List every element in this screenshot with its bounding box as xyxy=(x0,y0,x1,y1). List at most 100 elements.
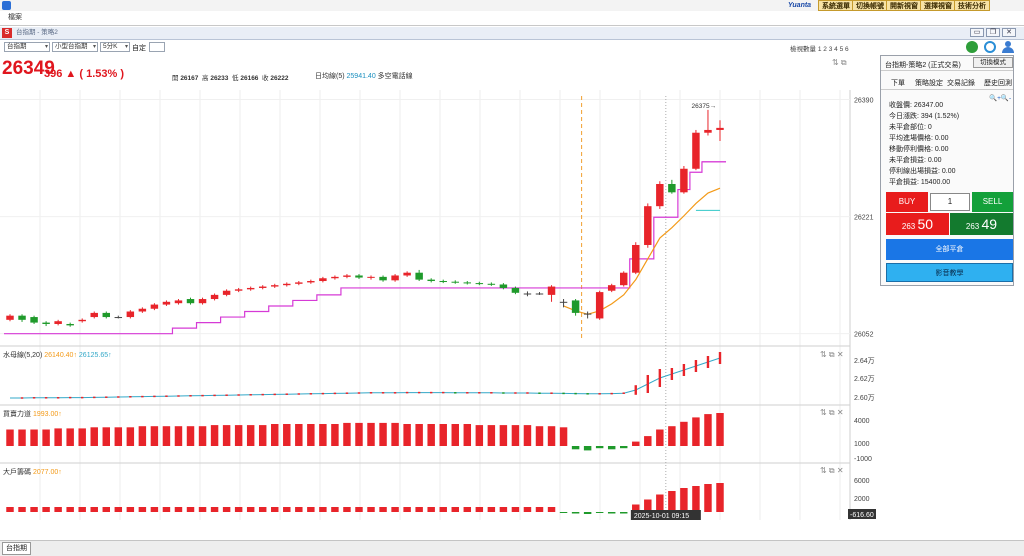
big-bar xyxy=(668,491,676,512)
power-bar xyxy=(499,425,508,446)
peak-label: 26375→ xyxy=(692,103,717,110)
stat-line: 停利線出場損益: 0.00 xyxy=(889,166,956,176)
restore-button[interactable]: ❐ xyxy=(986,28,1000,37)
power-bar xyxy=(66,428,74,446)
water-bar xyxy=(490,392,493,394)
stop-line-series xyxy=(3,161,727,335)
power-icon[interactable] xyxy=(966,41,978,53)
zoom-out-icon[interactable]: 🔍- xyxy=(1000,95,1012,102)
switch-mode-button[interactable]: 切換模式 xyxy=(973,57,1013,68)
big-bar xyxy=(174,507,183,512)
water-bar xyxy=(105,396,108,398)
big-bar xyxy=(595,512,604,513)
close-all-button[interactable]: 全部平倉 xyxy=(886,239,1013,260)
switch-account-button[interactable]: 切換帳號 xyxy=(852,0,888,11)
stat-line: 移動停利價格: 0.00 xyxy=(889,144,949,154)
new-window-button[interactable]: 開新視窗 xyxy=(886,0,922,11)
big-bar xyxy=(680,488,688,512)
water-bar xyxy=(706,356,710,368)
sell-button[interactable]: SELL xyxy=(972,192,1013,212)
view-count-2[interactable]: 2 xyxy=(823,46,827,53)
view-count-1[interactable]: 1 xyxy=(817,46,822,53)
tab-backtest[interactable]: 歷史回測 xyxy=(984,80,1012,87)
big-v1: 2077.00↑ xyxy=(32,469,62,476)
interval-select[interactable]: 5分K ▾ xyxy=(100,42,130,52)
candle xyxy=(451,281,459,283)
water-bar xyxy=(20,397,24,399)
tab-symbol[interactable]: 台指期 xyxy=(2,542,31,555)
stat-label: 移動停利價格: xyxy=(889,146,935,153)
big-panel-tools-icon[interactable]: ⇅ ⧉ ✕ xyxy=(820,466,844,475)
big-bar xyxy=(704,484,712,512)
bottom-tabbar: 台指期 xyxy=(0,540,1024,556)
tab-strategy-settings[interactable]: 策略設定 xyxy=(915,80,943,87)
contract-select[interactable]: 小型台指期 ▾ xyxy=(52,42,98,52)
bid-price-button[interactable]: 263 50 xyxy=(886,213,949,235)
main-panel-tools-icon[interactable]: ⇅ ⧉ xyxy=(832,58,847,67)
refresh-icon[interactable] xyxy=(984,41,996,53)
tab-order[interactable]: 下單 xyxy=(891,80,905,87)
candle xyxy=(18,315,26,320)
candle xyxy=(475,283,484,285)
candle xyxy=(668,184,676,193)
stat-value: 26347.00 xyxy=(913,102,944,109)
tab-trade-records[interactable]: 交易記錄 xyxy=(947,80,975,87)
custom-input[interactable] xyxy=(149,42,165,52)
power-title: 買賣力道 xyxy=(3,411,31,418)
big-bar xyxy=(246,507,255,512)
big-bar xyxy=(499,507,508,512)
water-bar xyxy=(68,396,72,399)
power-bar xyxy=(186,426,195,446)
stat-label: 停利線出場損益: xyxy=(889,168,942,175)
zoom-in-icon[interactable]: 🔍+ xyxy=(989,95,1001,102)
water-bar xyxy=(562,392,565,395)
ask-prefix: 263 xyxy=(965,222,980,231)
water-bar xyxy=(165,395,168,397)
water-bar xyxy=(56,397,60,399)
power-bar xyxy=(704,414,712,446)
system-menu-button[interactable]: 系統選單 xyxy=(818,0,854,11)
select-window-button[interactable]: 選擇視窗 xyxy=(920,0,956,11)
candle xyxy=(271,285,279,287)
bid-prefix: 263 xyxy=(901,222,916,231)
video-tutorial-button[interactable]: 影音教學 xyxy=(886,263,1013,282)
ask-price-button[interactable]: 263 49 xyxy=(950,213,1013,235)
tech-analysis-button[interactable]: 技術分析 xyxy=(954,0,990,11)
power-bar xyxy=(607,446,616,450)
up-arrow-icon: ▲ xyxy=(65,68,77,80)
indicator-value: 25941.40 xyxy=(346,73,376,80)
water-bar xyxy=(429,391,433,394)
candle xyxy=(632,244,640,273)
users-icon[interactable] xyxy=(1002,41,1014,53)
view-count-6[interactable]: 6 xyxy=(845,46,849,53)
power-bar xyxy=(716,413,724,446)
water-bar xyxy=(321,392,325,395)
stat-value: 0.00 xyxy=(941,168,956,175)
buy-button[interactable]: BUY xyxy=(886,192,928,212)
candle xyxy=(355,275,363,278)
power-bar xyxy=(42,429,50,446)
close-window-button[interactable]: ✕ xyxy=(1002,28,1016,37)
quantity-input[interactable]: 1 xyxy=(930,193,970,211)
power-bar xyxy=(174,426,183,446)
file-menu[interactable]: 檔案 xyxy=(8,14,22,21)
view-count-3[interactable]: 3 xyxy=(828,46,833,53)
water-bar xyxy=(405,391,409,394)
symbol-select[interactable]: 台指期 ▾ xyxy=(4,42,50,52)
minimize-button[interactable]: ▭ xyxy=(970,28,984,37)
power-bar xyxy=(18,429,26,446)
candle xyxy=(126,311,135,318)
view-count-5[interactable]: 5 xyxy=(839,46,844,53)
water-bar xyxy=(225,394,228,396)
water-panel-tools-icon[interactable]: ⇅ ⧉ ✕ xyxy=(820,350,844,359)
chart-area[interactable]: 26390 26221 26052 26375→ 2.64万 2.62万 2.60万 4000… xyxy=(0,90,878,520)
power-panel-tools-icon[interactable]: ⇅ ⧉ ✕ xyxy=(820,408,844,417)
candle xyxy=(6,315,14,320)
view-count-label: 檢視數量 xyxy=(790,46,816,53)
power-bar xyxy=(162,426,171,446)
stat-line: 未平倉部位: 0 xyxy=(889,122,932,132)
indicator-suffix: 多空電話線 xyxy=(377,73,413,80)
candle xyxy=(114,317,123,319)
power-bar xyxy=(295,424,303,446)
view-count-4[interactable]: 4 xyxy=(834,46,838,53)
